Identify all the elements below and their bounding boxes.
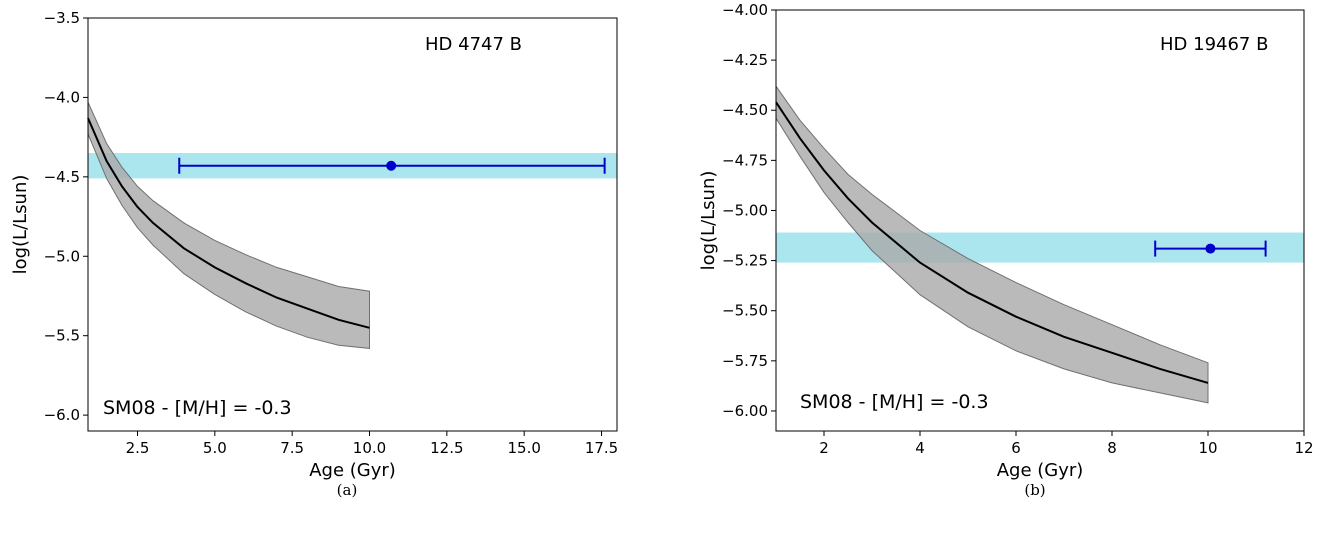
y-tick-label: −4.75 <box>722 151 768 169</box>
x-tick-label: 10.0 <box>353 439 386 457</box>
y-tick-label: −3.5 <box>44 9 80 27</box>
y-tick-label: −5.75 <box>722 352 768 370</box>
star-label: HD 19467 B <box>1160 34 1268 55</box>
bands-layer <box>87 101 617 349</box>
x-tick-label: 5.0 <box>203 439 227 457</box>
y-axis-label: log(L/Lsun) <box>10 175 31 275</box>
model-uncertainty-band <box>775 84 1209 404</box>
lines-layer <box>87 117 606 329</box>
lines-layer <box>775 101 1267 384</box>
ticks-layer: 2.5 5.0 7.5 10.0 12.5 15.0 17.5 −3.5 −4.0 −4.5 −5.… <box>44 9 619 457</box>
x-tick-label: 4 <box>915 439 925 457</box>
y-tick-label: −6.0 <box>44 406 80 424</box>
measurement-point <box>386 160 397 171</box>
y-tick-label: −5.0 <box>44 247 80 265</box>
panel-hd4747b: 2.5 5.0 7.5 10.0 12.5 15.0 17.5 −3.5 −4.0 −4.5 −5.… <box>10 9 618 499</box>
panel-hd19467b: 2 4 6 8 10 12 −4.00 −4.25 −4.50 −4.75 −5.00 −5.25 −5… <box>698 1 1314 499</box>
model-evolution-track <box>775 101 1209 384</box>
observed-luminosity-band <box>776 232 1304 263</box>
y-axis-label: log(L/Lsun) <box>698 171 719 271</box>
model-label: SM08 - [M/H] = -0.3 <box>103 397 292 419</box>
y-tick-label: −4.0 <box>44 88 80 106</box>
y-tick-label: −5.00 <box>722 201 768 219</box>
model-label: SM08 - [M/H] = -0.3 <box>800 391 989 413</box>
x-tick-label: 6 <box>1011 439 1021 457</box>
x-tick-label: 10 <box>1198 439 1217 457</box>
panel-caption: (a) <box>337 481 358 499</box>
x-tick-label: 7.5 <box>280 439 304 457</box>
x-tick-label: 12.5 <box>430 439 463 457</box>
x-tick-label: 2.5 <box>126 439 150 457</box>
x-tick-label: 12 <box>1294 439 1313 457</box>
y-tick-label: −5.50 <box>722 302 768 320</box>
y-tick-label: −4.5 <box>44 168 80 186</box>
y-tick-label: −5.5 <box>44 327 80 345</box>
model-evolution-track <box>87 117 370 329</box>
star-label: HD 4747 B <box>425 34 522 55</box>
x-tick-label: 15.0 <box>507 439 540 457</box>
y-tick-label: −6.00 <box>722 402 768 420</box>
x-axis-label: Age (Gyr) <box>309 460 396 481</box>
y-tick-label: −4.00 <box>722 1 768 19</box>
y-tick-label: −4.50 <box>722 101 768 119</box>
measurement-point <box>1205 243 1216 254</box>
x-axis-label: Age (Gyr) <box>997 460 1084 481</box>
panel-caption: (b) <box>1024 481 1045 499</box>
y-tick-label: −4.25 <box>722 51 768 69</box>
plot-frame <box>775 9 1305 432</box>
model-uncertainty-band <box>87 101 370 349</box>
ticks-layer: 2 4 6 8 10 12 −4.00 −4.25 −4.50 −4.75 −5.00 −5.25 −5… <box>722 1 1314 457</box>
bands-layer <box>775 84 1304 404</box>
plot-frame <box>87 17 618 432</box>
x-tick-label: 17.5 <box>585 439 618 457</box>
x-tick-label: 8 <box>1107 439 1117 457</box>
x-tick-label: 2 <box>819 439 829 457</box>
y-tick-label: −5.25 <box>722 252 768 270</box>
